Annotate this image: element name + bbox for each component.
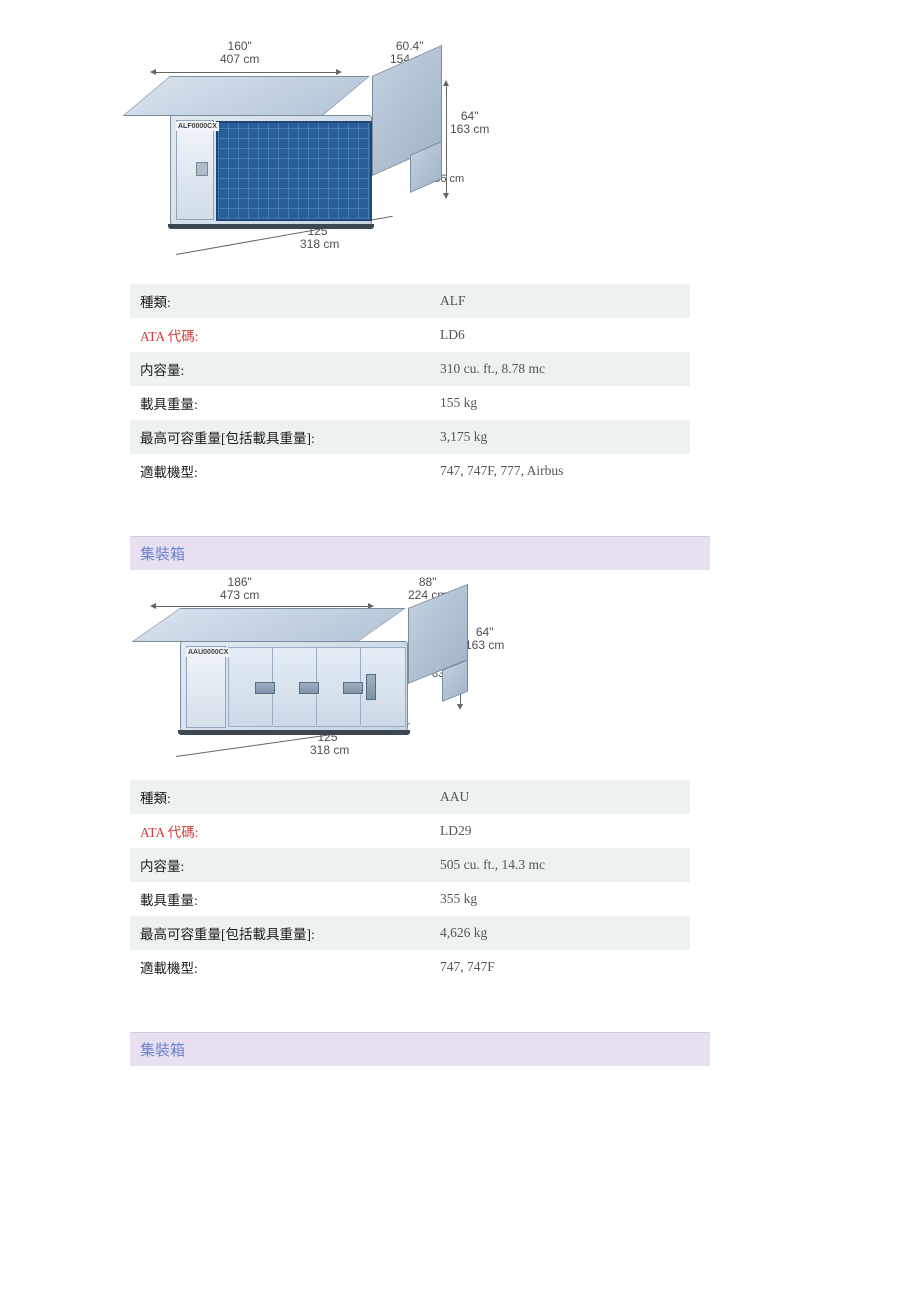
container-section-0: 160" 407 cm 60.4" 154 cm 64" 163 cm <box>0 40 920 488</box>
table-row: 内容量:505 cu. ft., 14.3 mc <box>130 848 690 882</box>
table-row: 載具重量:355 kg <box>130 882 690 916</box>
table-row: 最高可容重量[包括載具重量]:3,175 kg <box>130 420 690 454</box>
container-section-1: 集裝箱 186" 473 cm 88" 224 cm 64" <box>0 536 920 984</box>
page: 160" 407 cm 60.4" 154 cm 64" 163 cm <box>0 40 920 1066</box>
container-body-1: AAU0000CX <box>160 594 490 764</box>
spec-table-1: 種類:AAU ATA 代碼:LD29 内容量:505 cu. ft., 14.3… <box>130 780 690 984</box>
spec-table-0: 種類:ALF ATA 代碼:LD6 内容量:310 cu. ft., 8.78 … <box>130 284 690 488</box>
container-label-1: AAU0000CX <box>186 648 230 657</box>
container-body-0: ALF0000CX <box>150 60 480 270</box>
section-heading-2: 集裝箱 <box>130 1032 710 1066</box>
container-section-2: 集裝箱 <box>0 1032 920 1066</box>
table-row: 載具重量:155 kg <box>130 386 690 420</box>
table-row: 内容量:310 cu. ft., 8.78 mc <box>130 352 690 386</box>
table-row: 種類:AAU <box>130 780 690 814</box>
container-label-0: ALF0000CX <box>176 122 219 131</box>
table-row: 適載機型:747, 747F <box>130 950 690 984</box>
table-row: ATA 代碼:LD29 <box>130 814 690 848</box>
diagram-wrap-1: 186" 473 cm 88" 224 cm 64" 163 cm <box>0 576 690 776</box>
mesh-panel <box>216 121 372 221</box>
table-row: ATA 代碼:LD6 <box>130 318 690 352</box>
diagram-wrap-0: 160" 407 cm 60.4" 154 cm 64" 163 cm <box>0 40 690 280</box>
table-row: 種類:ALF <box>130 284 690 318</box>
section-heading-1: 集裝箱 <box>130 536 710 570</box>
table-row: 適載機型:747, 747F, 777, Airbus <box>130 454 690 488</box>
table-row: 最高可容重量[包括載具重量]:4,626 kg <box>130 916 690 950</box>
